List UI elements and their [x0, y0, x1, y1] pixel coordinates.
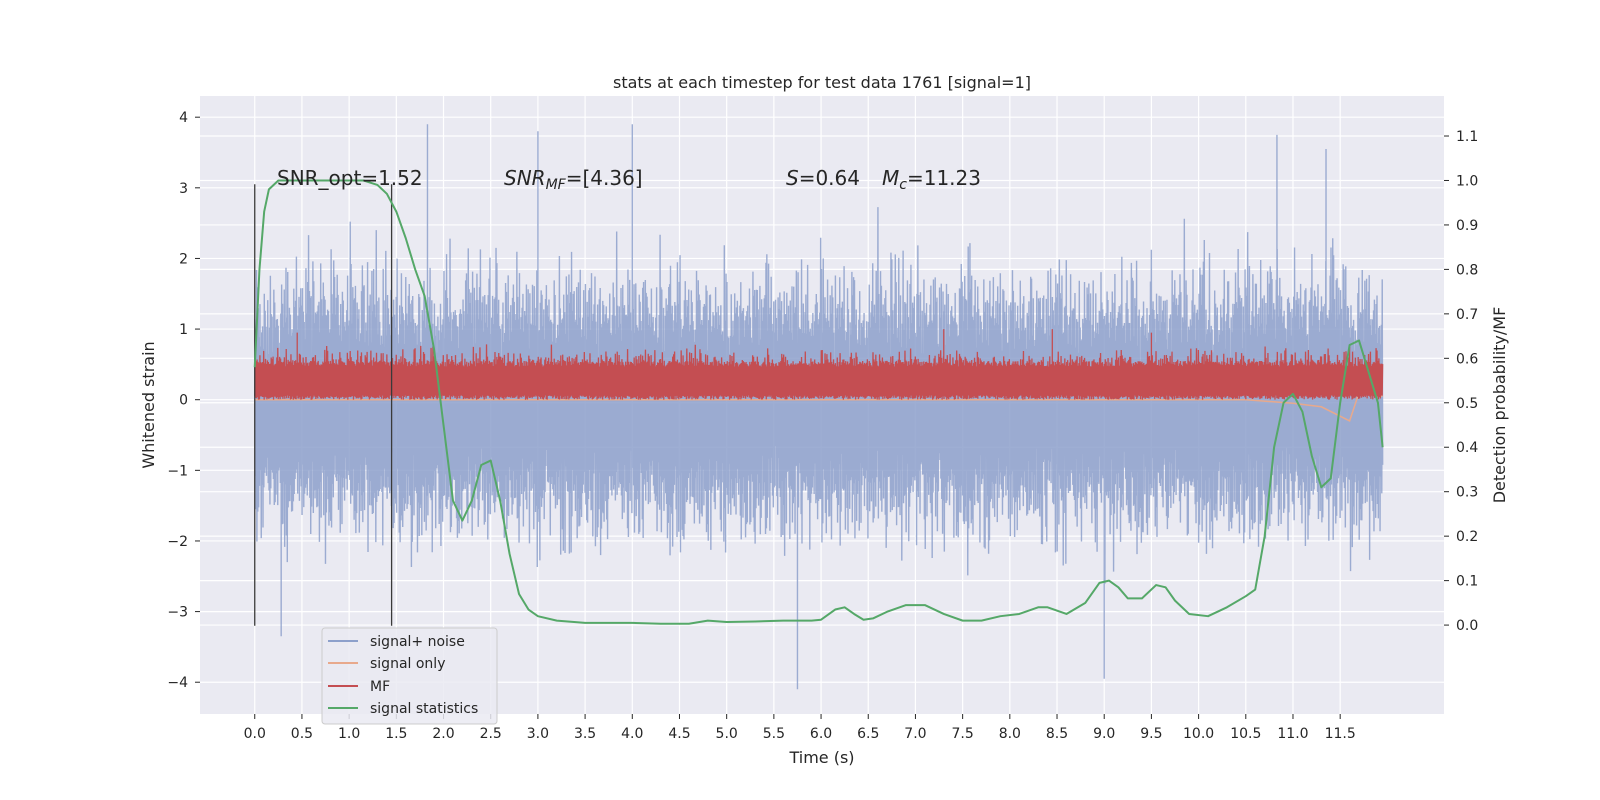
- y-tick-label: −2: [167, 534, 188, 550]
- y-right-tick-label: 1.0: [1456, 173, 1478, 189]
- y-ticks: 4 3 2 1 0 −1 −2 −3 −4: [167, 110, 200, 691]
- legend-box: [321, 627, 498, 725]
- annotation-mc-label: M: [882, 166, 899, 190]
- legend-label-signal-noise: signal+ noise: [370, 634, 465, 650]
- x-tick-label: 2.5: [480, 726, 502, 742]
- y-tick-label: 0: [179, 393, 188, 409]
- x-tick-label: 10.5: [1230, 726, 1261, 742]
- y-right-tick-label: 0.6: [1456, 351, 1478, 367]
- signal-statistics-line: [253, 179, 1384, 625]
- legend-label-mf: MF: [370, 679, 390, 695]
- y-tick-label: −4: [167, 675, 188, 691]
- legend-label-signal-only: signal only: [370, 656, 445, 672]
- x-tick-label: 11.5: [1325, 726, 1356, 742]
- signal-noise-line: [254, 124, 1384, 690]
- vertical-markers: [254, 184, 393, 626]
- x-tick-label: 1.0: [338, 726, 360, 742]
- y-right-tick-label: 0.3: [1456, 485, 1478, 501]
- x-tick-label: 7.0: [904, 726, 926, 742]
- x-tick-label: 4.0: [621, 726, 643, 742]
- y-right-tick-label: 0.9: [1456, 218, 1478, 234]
- chart-title: stats at each timestep for test data 176…: [613, 73, 1031, 92]
- x-tick-label: 3.0: [527, 726, 549, 742]
- legend: signal+ noise signal only MF signal stat…: [321, 627, 498, 725]
- x-tick-label: 0.5: [291, 726, 313, 742]
- mf-line: [254, 329, 1384, 400]
- y-tick-label: 4: [179, 110, 188, 126]
- legend-label-signal-statistics: signal statistics: [370, 701, 478, 717]
- y-right-tick-label: 0.8: [1456, 262, 1478, 278]
- y-right-tick-label: 0.1: [1456, 574, 1478, 590]
- x-tick-label: 6.5: [857, 726, 879, 742]
- y-right-ticks: 1.1 1.0 0.9 0.8 0.7 0.6 0.5 0.4 0.3 0.2 0.1 0.0: [1444, 129, 1478, 634]
- annotation-snr-mf-value: =[4.36]: [566, 166, 643, 190]
- y-right-tick-label: 0.4: [1456, 440, 1478, 456]
- y-tick-label: 3: [179, 181, 188, 197]
- x-tick-label: 2.0: [432, 726, 454, 742]
- x-tick-label: 8.0: [999, 726, 1021, 742]
- x-tick-label: 1.5: [385, 726, 407, 742]
- y-right-tick-label: 0.5: [1456, 396, 1478, 412]
- x-tick-label: 5.5: [763, 726, 785, 742]
- annotation-snr-mf-label: SNR: [504, 166, 546, 190]
- x-tick-label: 10.0: [1183, 726, 1214, 742]
- y-right-tick-label: 0.2: [1456, 529, 1478, 545]
- x-axis-label: Time (s): [788, 748, 854, 767]
- annotation-snr-mf-sub: MF: [546, 177, 567, 193]
- y-right-tick-label: 0.0: [1456, 618, 1478, 634]
- x-tick-label: 9.5: [1140, 726, 1162, 742]
- annotation-snr-mf: SNRMF=[4.36]: [504, 166, 643, 193]
- y-tick-label: 2: [179, 251, 188, 267]
- series-signal-noise: [254, 124, 1384, 690]
- annotation-s-label: S: [786, 166, 799, 190]
- x-tick-label: 7.5: [952, 726, 974, 742]
- annotation-s: S=0.64: [786, 166, 860, 190]
- x-tick-label: 8.5: [1046, 726, 1068, 742]
- x-tick-label: 0.0: [244, 726, 266, 742]
- annotation-mc-value: =11.23: [907, 166, 981, 190]
- y-tick-label: 1: [179, 322, 188, 338]
- x-tick-label: 5.0: [716, 726, 738, 742]
- x-tick-label: 11.0: [1277, 726, 1308, 742]
- x-tick-label: 6.0: [810, 726, 832, 742]
- annotation-snr-opt: SNR_opt=1.52: [277, 166, 423, 190]
- annotation-mc-sub: c: [899, 177, 907, 193]
- y-right-tick-label: 0.7: [1456, 307, 1478, 323]
- x-tick-label: 3.5: [574, 726, 596, 742]
- annotation-s-value: =0.64: [799, 166, 860, 190]
- annotation-mc: Mc=11.23: [882, 166, 981, 193]
- y-tick-label: −1: [167, 463, 188, 479]
- y-axis-label: Whitened strain: [139, 341, 158, 468]
- series-signal-statistics: [253, 179, 1384, 625]
- x-tick-label: 9.0: [1093, 726, 1115, 742]
- series-mf: [254, 329, 1384, 400]
- y-right-axis-label: Detection probability/MF: [1490, 307, 1509, 504]
- y-tick-label: −3: [167, 605, 188, 621]
- x-tick-label: 4.5: [668, 726, 690, 742]
- x-ticks: 0.0 0.5 1.0 1.5 2.0 2.5 3.0 3.5 4.0 4.5 5.0 5.5 6.0 6…: [244, 714, 1356, 742]
- y-right-tick-label: 1.1: [1456, 129, 1478, 145]
